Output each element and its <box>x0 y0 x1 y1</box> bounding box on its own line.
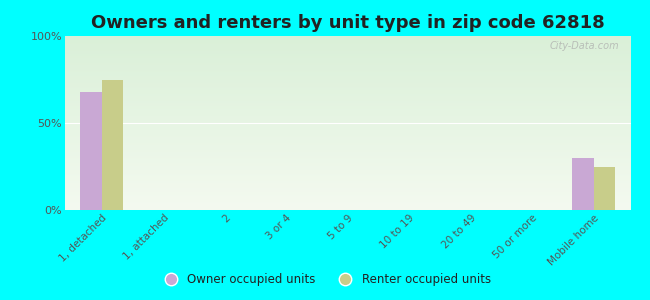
Bar <box>81 92 102 210</box>
Bar <box>102 80 124 210</box>
Bar <box>572 158 593 210</box>
Bar <box>593 167 615 210</box>
Text: City-Data.com: City-Data.com <box>549 41 619 51</box>
Title: Owners and renters by unit type in zip code 62818: Owners and renters by unit type in zip c… <box>91 14 604 32</box>
Legend: Owner occupied units, Renter occupied units: Owner occupied units, Renter occupied un… <box>154 269 496 291</box>
